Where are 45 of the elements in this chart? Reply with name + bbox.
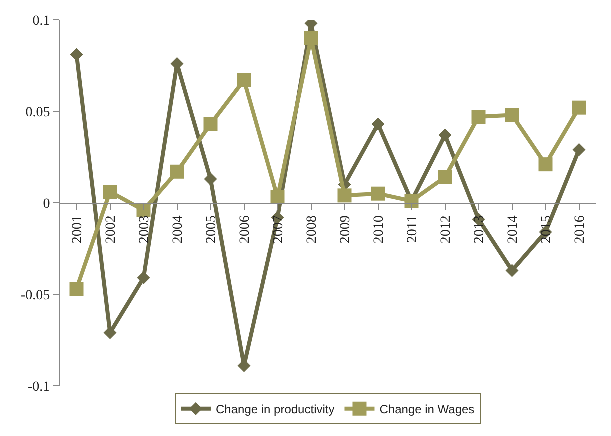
point: [70, 48, 84, 62]
x-tick-label: 2008: [304, 216, 320, 244]
y-tick-label: -0.05: [21, 288, 50, 304]
x-tick-label: 2003: [137, 216, 152, 244]
point: [136, 203, 151, 218]
y-tick-label: -0.1: [28, 380, 50, 395]
x-tick-label: 2013: [472, 216, 488, 244]
y-tick-label: 0.05: [26, 105, 50, 120]
point: [438, 170, 452, 184]
point: [371, 186, 386, 201]
point: [137, 272, 150, 285]
point: [472, 110, 486, 124]
y-tick-label: 0.1: [32, 14, 50, 29]
x-tick-label: 2015: [539, 216, 554, 244]
point: [506, 264, 519, 278]
x-tick-label: 2007: [271, 216, 286, 244]
point: [270, 190, 285, 205]
x-tick-label: 2009: [338, 216, 354, 244]
point: [170, 164, 184, 179]
point: [70, 282, 84, 296]
y-tick-label: 0: [43, 196, 50, 212]
point: [572, 100, 586, 115]
point: [572, 143, 586, 156]
x-tick-label: 2012: [438, 216, 454, 244]
legend-label: Change in Wages: [380, 402, 475, 416]
x-tick-label: 2004: [170, 216, 186, 244]
x-tick-label: 2005: [204, 216, 220, 244]
x-tick-label: 2014: [506, 216, 521, 244]
point: [372, 118, 385, 131]
point: [237, 73, 252, 88]
point: [438, 128, 452, 142]
point: [304, 31, 318, 46]
point: [204, 117, 218, 132]
x-tick-label: 2016: [572, 216, 588, 244]
point: [204, 172, 218, 186]
x-tick-label: 2006: [238, 216, 253, 244]
x-tick-label: 2002: [104, 216, 119, 244]
x-tick-label: 2011: [405, 216, 420, 244]
x-tick-label: 2001: [70, 216, 86, 244]
point: [538, 158, 553, 172]
x-tick-label: 2010: [372, 216, 387, 244]
legend-label: Change in productivity: [216, 402, 335, 416]
point: [338, 188, 352, 203]
point: [103, 185, 118, 200]
point: [505, 108, 520, 122]
